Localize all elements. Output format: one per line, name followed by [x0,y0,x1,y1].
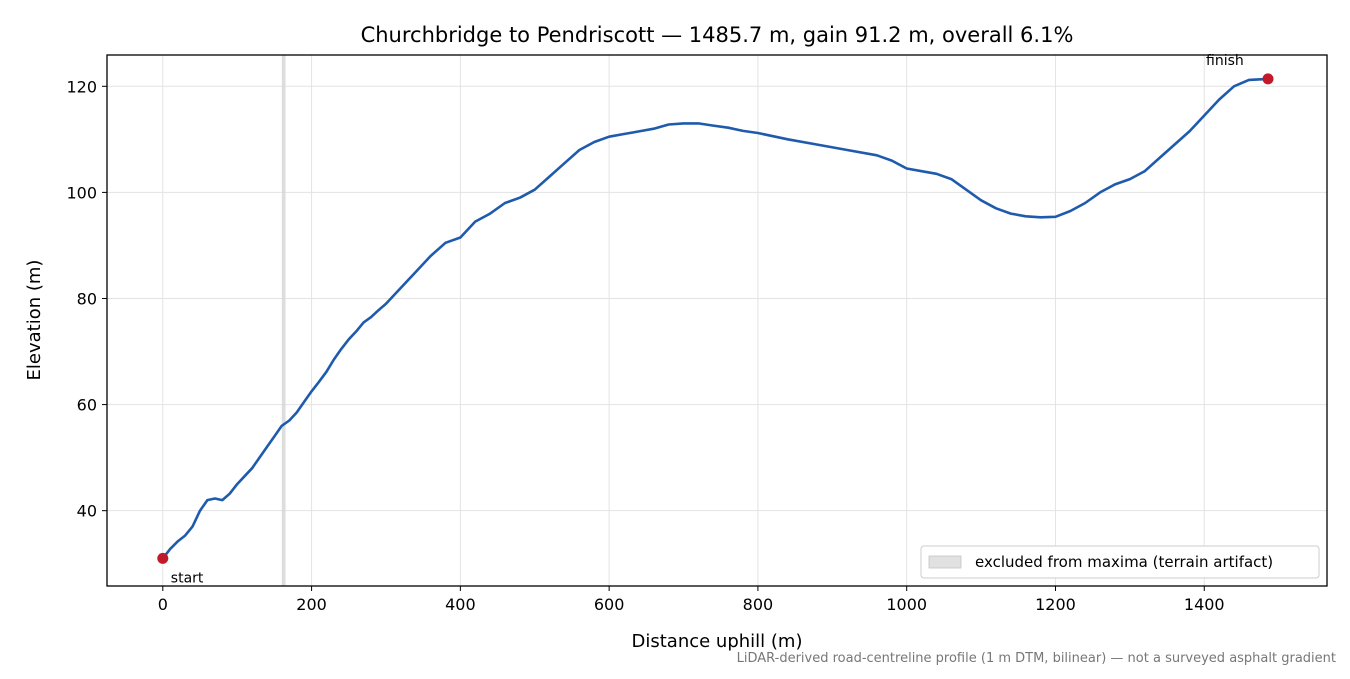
y-tick-label: 40 [77,502,97,521]
x-tick-label: 800 [743,595,774,614]
x-axis-label: Distance uphill (m) [632,631,803,652]
x-tick-label: 400 [445,595,476,614]
y-tick-label: 80 [77,289,97,308]
x-tick-label: 200 [296,595,327,614]
x-tick-label: 0 [158,595,168,614]
plot-frame [106,54,1328,587]
legend-swatch-excluded [928,555,962,569]
legend: excluded from maxima (terrain artifact) [920,545,1320,579]
x-tick-label: 600 [594,595,625,614]
marker-label-finish: finish [1206,53,1244,69]
y-axis-label: Elevation (m) [24,260,45,381]
x-tick-label: 1000 [886,595,927,614]
series-layer [161,77,1270,560]
x-tick-label: 1200 [1035,595,1076,614]
grid-lines [107,55,1327,586]
elevation-series-line [161,77,1270,560]
y-tick-label: 60 [77,396,97,415]
marker-finish [1262,73,1274,85]
x-tick-label: 1400 [1184,595,1225,614]
chart-title: Churchbridge to Pendriscott — 1485.7 m, … [361,23,1074,47]
y-axis-ticks: 40 60 80 100 120 [66,77,107,521]
y-tick-label: 120 [66,77,97,96]
footnote-annotation: LiDAR-derived road-centreline profile (1… [736,651,1336,666]
marker-layer: start finish [157,53,1274,586]
legend-label-excluded: excluded from maxima (terrain artifact) [975,553,1273,571]
marker-label-start: start [171,570,204,586]
excluded-band [281,55,286,586]
y-tick-label: 100 [66,183,97,202]
marker-start [157,552,169,564]
legend-box [920,545,1320,579]
excluded-band-layer [281,55,286,586]
x-axis-ticks: 0 200 400 600 800 1000 1200 1400 [158,586,1225,614]
